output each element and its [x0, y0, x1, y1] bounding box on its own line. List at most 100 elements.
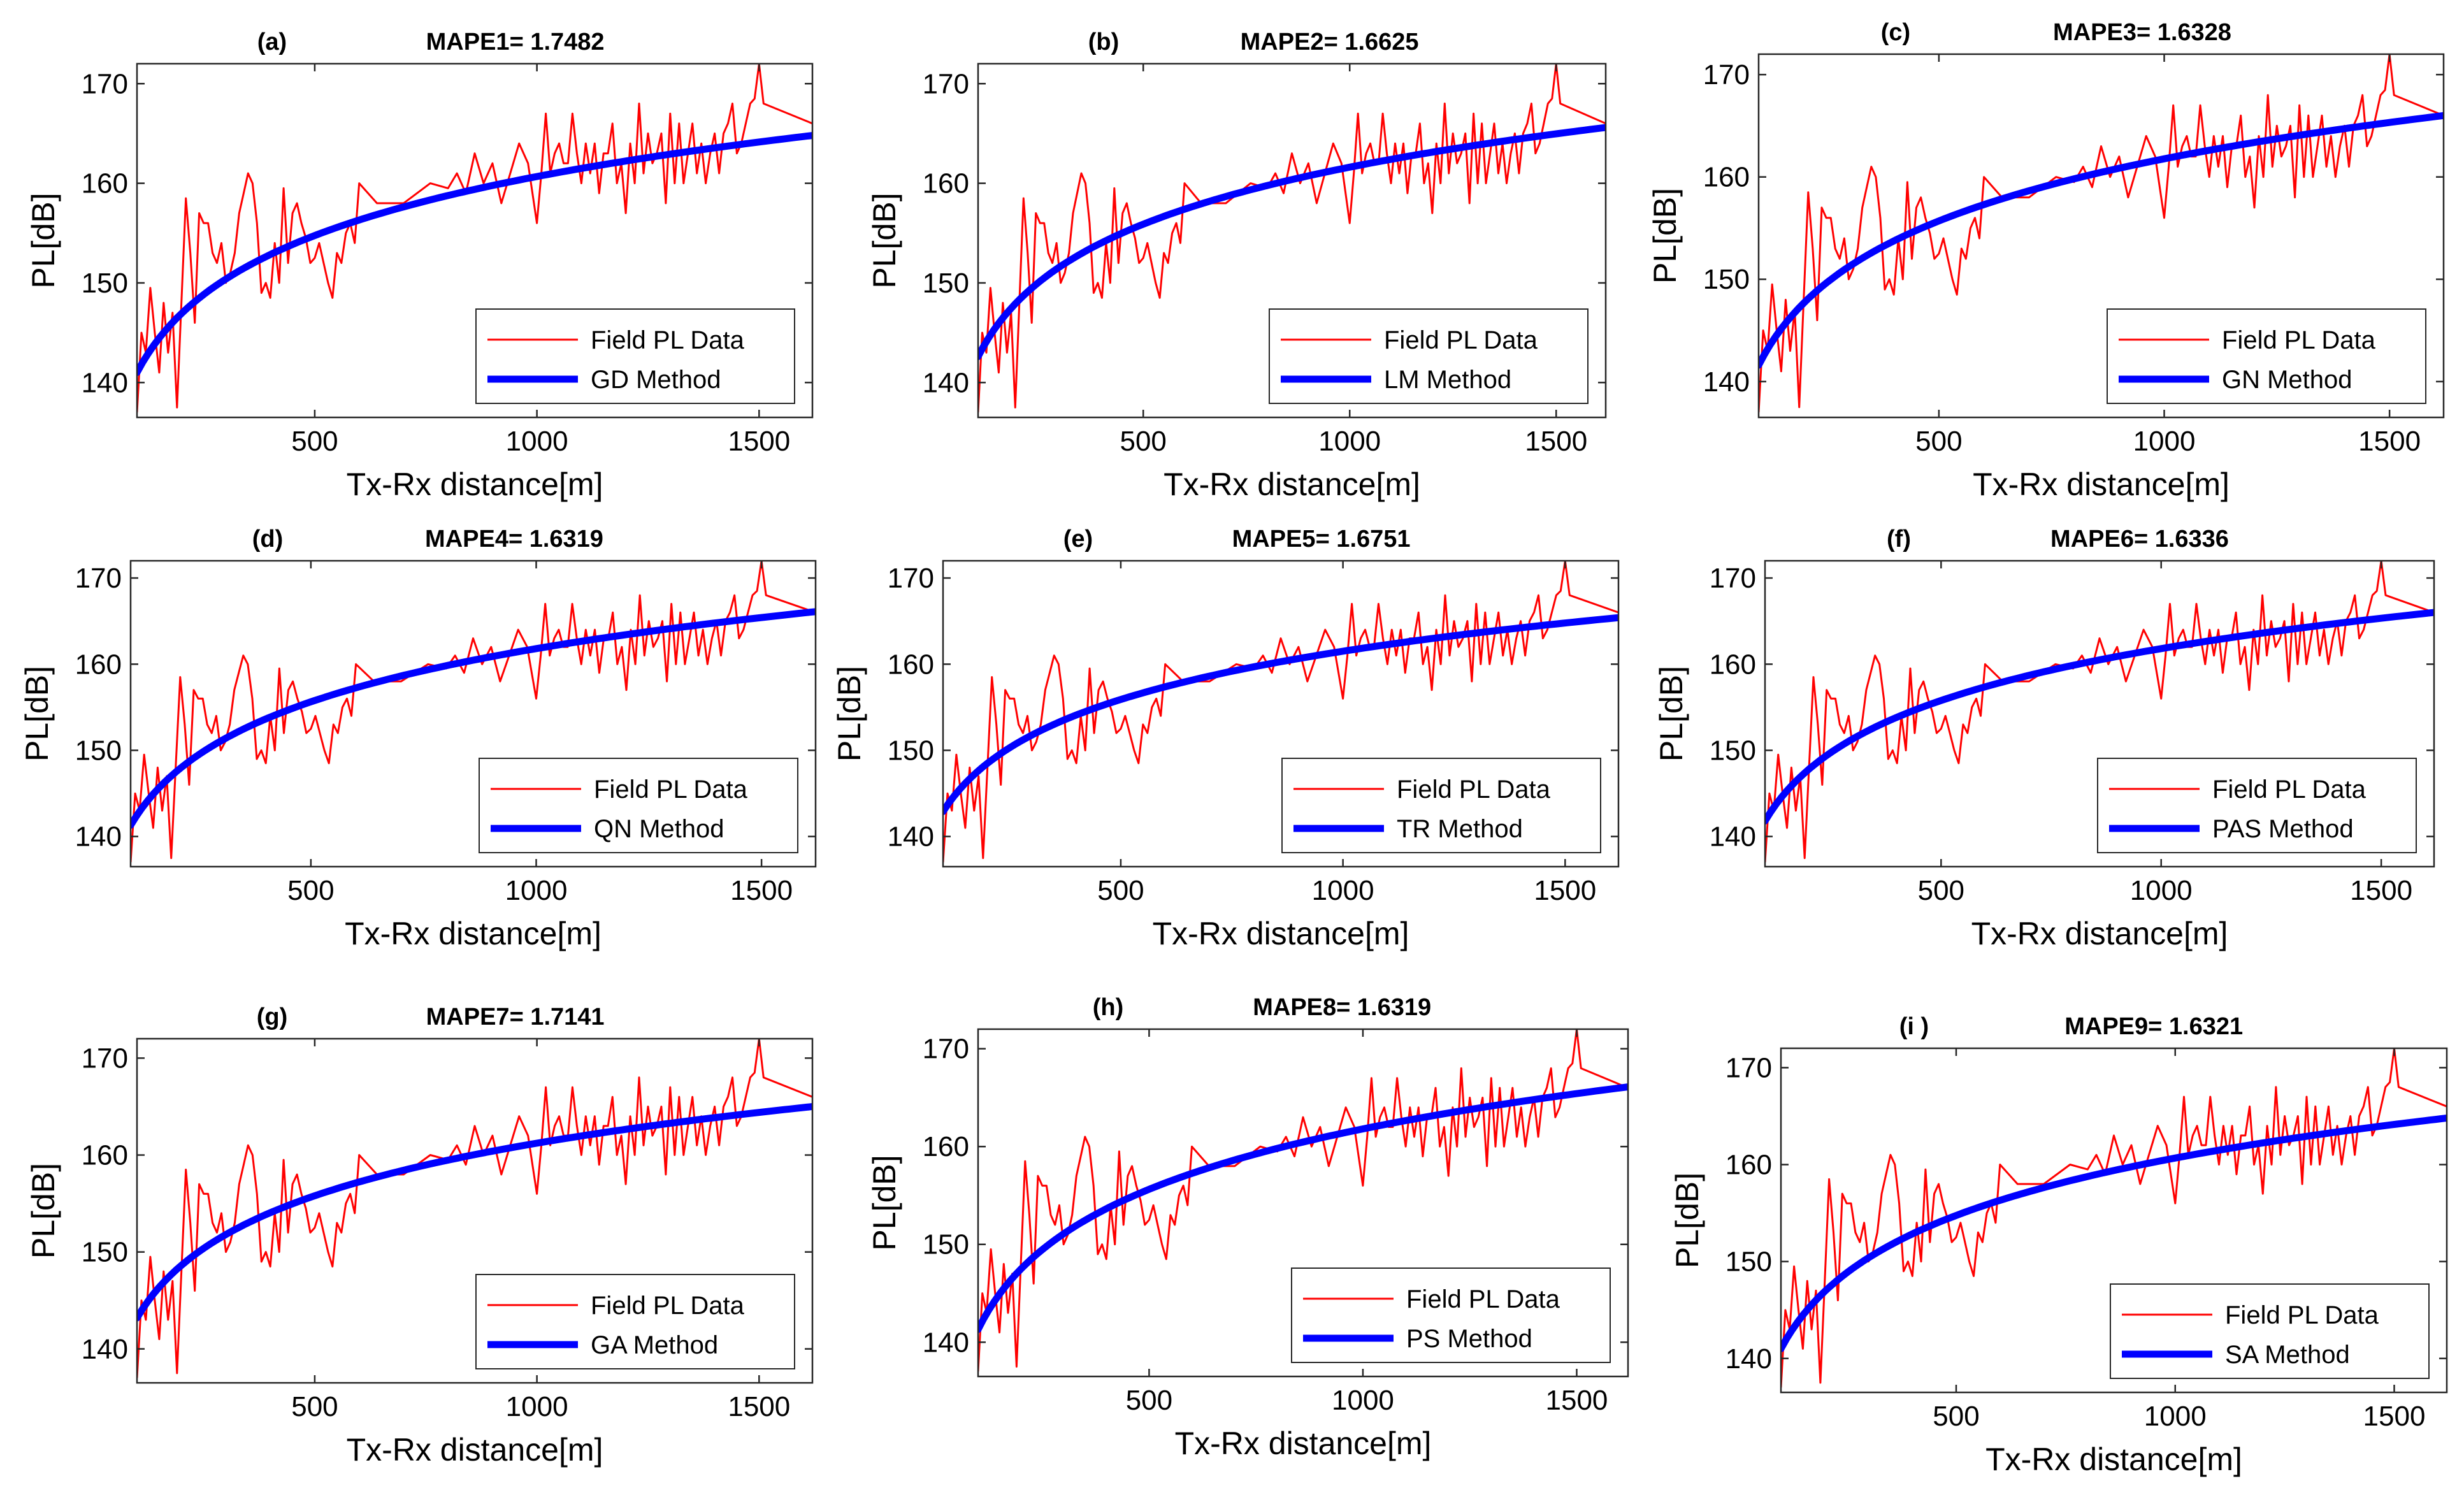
panel-title: MAPE3= 1.6328 — [2053, 19, 2231, 46]
legend-entry-fit: PS Method — [1406, 1325, 1532, 1353]
x-tick-label: 500 — [1933, 1401, 1979, 1432]
legend: Field PL Data LM Method — [1269, 308, 1589, 404]
y-axis-label: PL[dB] — [1647, 188, 1683, 284]
fit-curve — [1765, 609, 2434, 825]
panel-label: (d) — [252, 526, 284, 552]
legend-entry-fit: QN Method — [594, 815, 724, 843]
x-tick-label: 1000 — [2144, 1401, 2207, 1432]
y-tick-label: 160 — [923, 168, 969, 199]
panel-9: (i ) MAPE9= 1.6321 500 1000 1500 140 150 160 170… — [1669, 1013, 2448, 1477]
y-tick-label: 140 — [75, 821, 122, 853]
legend-entry-field: Field PL Data — [2212, 776, 2367, 804]
legend-box — [475, 308, 795, 404]
field-pl-line — [978, 64, 1606, 413]
fit-curve — [137, 132, 812, 377]
legend-entry-fit: GD Method — [591, 366, 721, 394]
panel-6: (f) MAPE6= 1.6336 500 1000 1500 140 150 160 170 T… — [1653, 526, 2435, 951]
y-tick-label: 160 — [82, 168, 128, 199]
field-pl-line — [943, 561, 1618, 863]
x-tick-label: 500 — [291, 426, 338, 457]
legend-box — [2107, 308, 2426, 404]
y-tick-label: 150 — [75, 735, 122, 766]
y-tick-label: 170 — [82, 1043, 128, 1074]
legend-entry-fit: TR Method — [1397, 815, 1523, 843]
y-axis-label: PL[dB] — [25, 192, 61, 288]
legend-box — [1281, 758, 1601, 853]
panel-title: MAPE9= 1.6321 — [2064, 1013, 2243, 1040]
legend-entry-field: Field PL Data — [2225, 1301, 2379, 1329]
x-tick-label: 1500 — [728, 426, 790, 457]
legend: Field PL Data TR Method — [1281, 758, 1601, 853]
y-tick-label: 140 — [1703, 366, 1750, 398]
fit-curve — [1781, 1115, 2447, 1352]
legend-entry-fit: SA Method — [2225, 1341, 2350, 1369]
legend: Field PL Data PAS Method — [2097, 758, 2417, 853]
field-pl-line — [1781, 1048, 2447, 1388]
legend: Field PL Data GD Method — [475, 308, 795, 404]
panel-title: MAPE4= 1.6319 — [425, 526, 603, 552]
axes-box — [942, 560, 1620, 868]
panel-label: (c) — [1881, 19, 1910, 46]
x-tick-label: 1000 — [505, 875, 568, 906]
y-axis-label: PL[dB] — [1669, 1173, 1705, 1268]
x-tick-label: 500 — [1097, 875, 1144, 906]
y-axis-label: PL[dB] — [1653, 666, 1689, 762]
field-pl-line — [1759, 54, 2444, 413]
field-pl-line — [978, 1029, 1628, 1372]
y-tick-label: 160 — [82, 1140, 128, 1171]
x-tick-label: 500 — [291, 1391, 338, 1422]
legend-box — [1291, 1267, 1611, 1363]
x-tick-label: 1500 — [1525, 426, 1587, 457]
y-tick-label: 160 — [1726, 1150, 1772, 1181]
x-axis-label: Tx-Rx distance[m] — [1973, 466, 2230, 502]
x-tick-label: 500 — [1120, 426, 1166, 457]
y-tick-label: 170 — [1710, 563, 1756, 594]
y-tick-label: 170 — [82, 68, 128, 99]
field-pl-line — [1765, 561, 2434, 863]
x-tick-label: 1000 — [1312, 875, 1374, 906]
fit-curve — [978, 1083, 1628, 1333]
y-tick-label: 140 — [1710, 821, 1756, 853]
panel-title: MAPE2= 1.6625 — [1241, 29, 1419, 55]
x-tick-label: 500 — [1915, 426, 1962, 457]
legend-entry-fit: GN Method — [2222, 366, 2352, 394]
legend-entry-fit: PAS Method — [2212, 815, 2354, 843]
y-tick-label: 160 — [888, 649, 934, 680]
panel-label: (g) — [257, 1004, 288, 1030]
legend-entry-field: Field PL Data — [2222, 326, 2376, 354]
fit-curve — [978, 124, 1606, 361]
panel-8: (h) MAPE8= 1.6319 500 1000 1500 140 150 160 170 T… — [867, 994, 1629, 1461]
panel-3: (c) MAPE3= 1.6328 500 1000 1500 140 150 160 170 T… — [1647, 19, 2445, 502]
x-axis-label: Tx-Rx distance[m] — [1164, 466, 1420, 502]
panel-label: (h) — [1093, 994, 1124, 1021]
panel-title: MAPE5= 1.6751 — [1232, 526, 1411, 552]
x-tick-label: 1000 — [1332, 1385, 1394, 1416]
y-tick-label: 150 — [923, 1229, 969, 1260]
x-axis-label: Tx-Rx distance[m] — [1985, 1441, 2242, 1477]
legend: Field PL Data GA Method — [475, 1274, 795, 1369]
y-tick-label: 170 — [923, 1034, 969, 1065]
x-tick-label: 1500 — [728, 1391, 790, 1422]
y-tick-label: 150 — [82, 268, 128, 299]
y-tick-label: 140 — [82, 1334, 128, 1365]
x-tick-label: 500 — [287, 875, 334, 906]
axes-box — [977, 1028, 1629, 1378]
fit-curve — [131, 608, 816, 829]
legend-entry-field: Field PL Data — [1406, 1285, 1560, 1313]
x-tick-label: 1000 — [506, 1391, 568, 1422]
field-pl-line — [131, 561, 816, 863]
y-tick-label: 170 — [923, 68, 969, 99]
x-tick-label: 1000 — [2133, 426, 2196, 457]
axes-box — [129, 560, 817, 868]
legend-box — [475, 1274, 795, 1369]
y-axis-label: PL[dB] — [867, 1155, 902, 1250]
x-axis-label: Tx-Rx distance[m] — [347, 1432, 603, 1468]
axes-box — [977, 62, 1607, 419]
legend-box — [1269, 308, 1589, 404]
panel-5: (e) MAPE5= 1.6751 500 1000 1500 140 150 160 170 T… — [832, 526, 1620, 951]
fit-curve — [137, 1103, 812, 1322]
y-axis-label: PL[dB] — [867, 192, 902, 288]
y-tick-label: 150 — [1710, 735, 1756, 766]
x-tick-label: 1500 — [1534, 875, 1596, 906]
